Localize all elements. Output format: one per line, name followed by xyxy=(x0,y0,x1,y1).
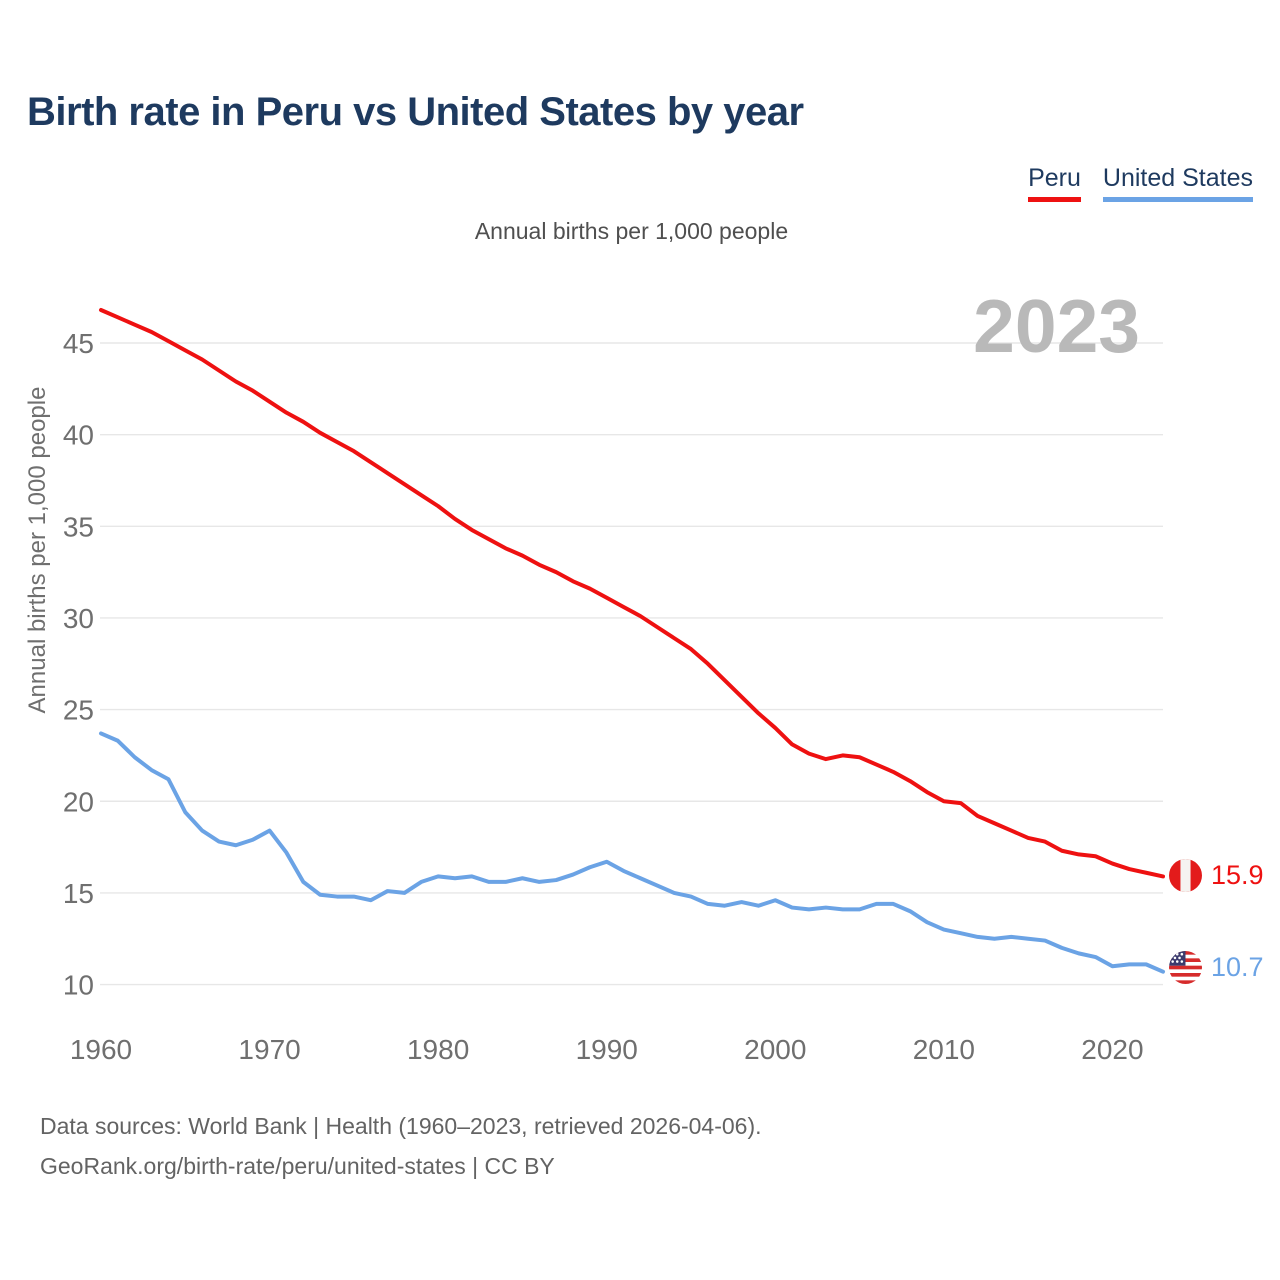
y-axis-title: Annual births per 1,000 people xyxy=(24,387,51,714)
us-end-label: 10.7 xyxy=(1169,951,1264,984)
peru-end-value: 15.9 xyxy=(1211,860,1264,890)
y-tick-40: 40 xyxy=(63,420,94,451)
footer: Data sources: World Bank | Health (1960–… xyxy=(40,1106,762,1186)
x-tick-1960: 1960 xyxy=(70,1034,132,1065)
chart-subtitle: Annual births per 1,000 people xyxy=(474,218,789,244)
legend-item-united-states: United States xyxy=(1102,164,1253,202)
footer-attribution: GeoRank.org/birth-rate/peru/united-state… xyxy=(40,1153,555,1179)
us-end-value: 10.7 xyxy=(1211,952,1264,982)
peru-flag-icon xyxy=(1169,859,1202,892)
y-tick-30: 30 xyxy=(63,603,94,634)
y-tick-20: 20 xyxy=(63,786,94,817)
y-tick-45: 45 xyxy=(63,328,94,359)
peru-line xyxy=(99,308,1165,879)
x-tick-1970: 1970 xyxy=(238,1034,300,1065)
legend-item-peru: Peru xyxy=(1028,164,1081,202)
watermark-year: 2023 xyxy=(973,284,1140,368)
united-states-line xyxy=(99,731,1165,974)
x-tick-2010: 2010 xyxy=(913,1034,975,1065)
x-tick-1990: 1990 xyxy=(576,1034,638,1065)
us-flag-icon xyxy=(1169,951,1202,984)
footer-sources: Data sources: World Bank | Health (1960–… xyxy=(40,1113,762,1139)
y-tick-25: 25 xyxy=(63,695,94,726)
x-tick-2000: 2000 xyxy=(744,1034,806,1065)
page-title: Birth rate in Peru vs United States by y… xyxy=(27,90,804,134)
y-tick-35: 35 xyxy=(63,511,94,542)
peru-end-label: 15.9 xyxy=(1169,859,1264,892)
y-tick-10: 10 xyxy=(63,970,94,1001)
x-tick-2020: 2020 xyxy=(1081,1034,1143,1065)
legend: Peru United States xyxy=(1028,164,1253,202)
y-tick-15: 15 xyxy=(63,878,94,909)
x-tick-1980: 1980 xyxy=(407,1034,469,1065)
